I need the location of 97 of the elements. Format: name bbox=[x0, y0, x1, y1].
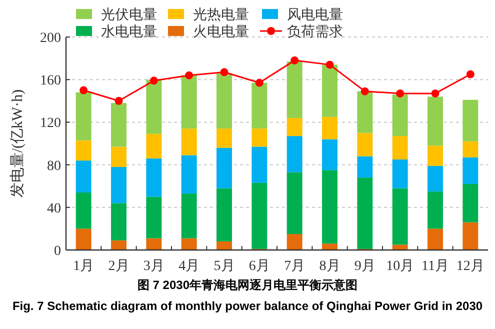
bar bbox=[428, 228, 443, 250]
y-axis-title: 发电量/(亿kW·h) bbox=[9, 89, 26, 198]
legend-label: 水电电量 bbox=[101, 24, 157, 40]
bar bbox=[252, 182, 268, 249]
bar bbox=[181, 155, 197, 194]
bar bbox=[357, 132, 373, 156]
bar bbox=[428, 96, 443, 146]
point bbox=[326, 60, 334, 69]
point bbox=[255, 78, 264, 87]
bar bbox=[392, 94, 408, 136]
x-tick-label: 2月 bbox=[108, 259, 130, 274]
bar bbox=[181, 238, 197, 250]
bar bbox=[76, 160, 92, 192]
bar bbox=[322, 64, 338, 117]
bar bbox=[216, 241, 232, 250]
x-tick-label: 6月 bbox=[248, 259, 270, 274]
legend-label: 光伏电量 bbox=[101, 7, 157, 23]
legend-label: 风电电量 bbox=[287, 7, 343, 23]
bar bbox=[216, 73, 232, 129]
point bbox=[80, 86, 88, 94]
bar bbox=[146, 238, 162, 250]
point bbox=[290, 56, 299, 64]
y-tick-label: 120 bbox=[40, 116, 61, 132]
bar bbox=[76, 92, 92, 140]
x-tick-label: 9月 bbox=[354, 259, 376, 274]
x-tick-label: 5月 bbox=[214, 259, 235, 274]
bar bbox=[286, 234, 302, 250]
bar bbox=[216, 188, 232, 242]
point bbox=[220, 68, 228, 76]
x-tick-label: 1月 bbox=[73, 259, 94, 274]
legend-label: 火电电量 bbox=[193, 24, 249, 40]
bar bbox=[428, 166, 443, 192]
bar bbox=[111, 146, 126, 167]
bar bbox=[111, 166, 126, 204]
bar bbox=[392, 244, 408, 250]
bar bbox=[216, 128, 232, 148]
bar bbox=[146, 80, 162, 134]
x-tick-label: 12月 bbox=[456, 259, 484, 274]
bar bbox=[76, 140, 92, 161]
bar bbox=[462, 157, 478, 184]
bar bbox=[181, 75, 197, 129]
bar bbox=[462, 100, 478, 142]
bar bbox=[181, 194, 197, 238]
bar bbox=[216, 148, 232, 188]
bar bbox=[322, 139, 338, 170]
bar bbox=[111, 203, 126, 240]
bar bbox=[392, 159, 408, 188]
point bbox=[360, 87, 369, 96]
point bbox=[431, 89, 440, 98]
point bbox=[150, 76, 158, 85]
text: Fig. 7 Schematic diagram of monthly power balance of Qinghai Power Grid in 2030 bbox=[12, 299, 483, 313]
bar bbox=[357, 178, 373, 249]
bar bbox=[357, 156, 373, 178]
x-tick-label: 8月 bbox=[319, 259, 340, 274]
bar bbox=[286, 172, 302, 234]
bar bbox=[392, 188, 408, 245]
bar bbox=[286, 61, 302, 118]
bar bbox=[111, 240, 126, 250]
point bbox=[185, 71, 194, 80]
bar bbox=[76, 228, 92, 250]
bar bbox=[111, 103, 126, 147]
point bbox=[466, 70, 474, 78]
bar bbox=[146, 158, 162, 197]
bar bbox=[428, 191, 443, 229]
bar bbox=[252, 128, 268, 147]
x-tick-label: 4月 bbox=[178, 259, 200, 274]
bar bbox=[322, 116, 338, 140]
bar bbox=[462, 222, 478, 250]
bar bbox=[252, 146, 268, 183]
bar bbox=[322, 170, 338, 244]
y-tick-label: 200 bbox=[40, 31, 61, 46]
y-tick-label: 160 bbox=[40, 74, 61, 89]
bar bbox=[462, 184, 478, 222]
bar bbox=[428, 146, 443, 166]
point bbox=[396, 89, 404, 98]
y-tick-label: 40 bbox=[47, 201, 61, 216]
legend-label: 光热电量 bbox=[193, 7, 249, 23]
bar bbox=[146, 134, 162, 158]
bar bbox=[392, 136, 408, 160]
bar bbox=[286, 136, 302, 172]
x-tick-label: 3月 bbox=[143, 259, 164, 274]
x-tick-label: 10月 bbox=[386, 259, 414, 274]
point bbox=[114, 96, 123, 105]
y-tick-label: 80 bbox=[47, 158, 61, 174]
y-tick-label: 0 bbox=[54, 244, 61, 259]
bar bbox=[462, 141, 478, 158]
bar bbox=[252, 82, 268, 129]
x-tick-label: 11月 bbox=[422, 259, 449, 274]
x-tick-label: 7月 bbox=[284, 259, 306, 274]
legend-label: 负荷需求 bbox=[287, 24, 343, 40]
bar bbox=[322, 244, 338, 250]
text: 图 7 2030年青海电网逐月电里平衡示意图 bbox=[137, 278, 358, 292]
bar bbox=[181, 128, 197, 156]
bar bbox=[146, 196, 162, 238]
bar bbox=[76, 192, 92, 229]
bar bbox=[357, 91, 373, 133]
bar bbox=[286, 118, 302, 136]
